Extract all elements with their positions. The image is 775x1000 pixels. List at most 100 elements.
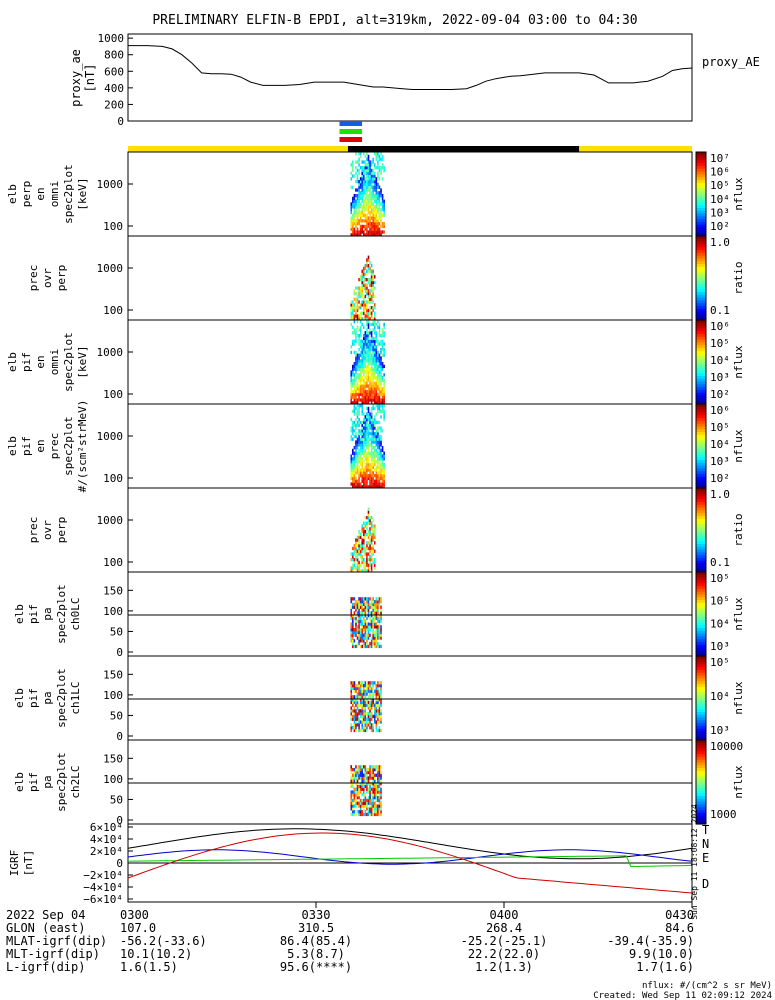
spectrogram-cell (364, 569, 367, 573)
spectrogram-cell (377, 597, 379, 601)
footer-value: 10.1(10.2) (120, 947, 192, 961)
colorbar-step (696, 695, 706, 699)
spectrogram-cell (373, 451, 376, 455)
spectrogram-cell (378, 695, 381, 699)
spectrogram-cell (373, 384, 376, 388)
spectrogram-cell (373, 426, 376, 430)
colorbar-label: nflux (732, 681, 745, 714)
spectrogram-cell (366, 378, 368, 383)
spectrogram-cell (367, 700, 370, 705)
spectrogram-cell (372, 605, 374, 609)
spectrogram-cell (361, 622, 363, 626)
spectrogram-cell (375, 437, 378, 441)
spectrogram-cell (353, 174, 356, 178)
spectrogram-cell (369, 278, 371, 282)
spectrogram-cell (369, 171, 371, 175)
footer-row-label: MLT-igrf(dip) (6, 947, 100, 961)
spectrogram-cell (364, 353, 367, 357)
spectrogram-cell (361, 633, 363, 637)
spectrogram-cell (361, 465, 363, 469)
spectrogram-cell (377, 812, 379, 817)
spectrogram-cell (375, 600, 378, 604)
spectrogram-cell (350, 303, 353, 307)
footer-value: 86.4(85.4) (280, 934, 352, 948)
spectrogram-cell (367, 569, 370, 573)
spectrogram-cell (373, 434, 376, 439)
spectrogram-cell (375, 798, 378, 803)
spectrogram-cell (366, 390, 368, 394)
colorbar-step (696, 334, 706, 338)
spectrogram-cell (375, 196, 378, 201)
spectrogram-cell (372, 714, 374, 719)
spectrogram-cell (366, 216, 368, 220)
spectrogram-cell (352, 695, 354, 699)
spectrogram-cell (375, 768, 378, 772)
spectrogram-cell (355, 558, 357, 562)
spectrogram-cell (356, 196, 359, 201)
spectrogram-cell (358, 460, 360, 464)
spectrogram-cell (359, 474, 362, 478)
spectrogram-cell (375, 224, 378, 229)
spectrogram-cell (350, 227, 353, 231)
spectrogram-cell (366, 311, 368, 315)
spectrogram-cell (378, 798, 381, 803)
spectrogram-cell (352, 395, 354, 399)
spectrogram-cell (370, 283, 373, 287)
spectrogram-cell (372, 392, 374, 397)
colorbar-tick-label: 10³ (710, 640, 730, 653)
panel-ytick-label: 1000 (97, 178, 124, 191)
spectrogram-cell (358, 440, 360, 444)
spectrogram-cell (359, 784, 362, 789)
spectrogram-cell (361, 342, 363, 346)
spectrogram-cell (373, 216, 376, 220)
spectrogram-cell (369, 516, 371, 520)
spectrogram-cell (367, 810, 370, 814)
spectrogram-cell (370, 163, 373, 167)
spectrogram-cell (377, 350, 379, 355)
colorbar-step (696, 359, 706, 363)
spectrogram-cell (364, 423, 367, 427)
spectrogram-cell (355, 208, 357, 212)
spectrogram-cell (366, 700, 368, 705)
spectrogram-cell (367, 370, 370, 374)
spectrogram-cell (363, 412, 365, 416)
spectrogram-cell (381, 392, 384, 397)
spectrogram-cell (378, 462, 381, 467)
spectrogram-cell (350, 219, 353, 223)
spectrogram-cell (363, 317, 365, 321)
spectrogram-cell (380, 359, 382, 363)
colorbar-step (696, 404, 706, 408)
spectrogram-cell (356, 773, 359, 777)
spectrogram-cell (364, 546, 367, 551)
spectrogram-cell (375, 712, 378, 716)
spectrogram-cell (355, 331, 357, 335)
colorbar-step (696, 261, 706, 265)
panel-ylabel: pif (27, 772, 40, 792)
spectrogram-cell (375, 348, 378, 352)
spectrogram-cell (381, 468, 384, 472)
spectrogram-cell (369, 782, 371, 786)
spectrogram-cell (372, 404, 374, 408)
spectrogram-cell (378, 602, 381, 607)
spectrogram-cell (380, 457, 382, 461)
spectrogram-cell (373, 720, 376, 724)
colorbar-step (696, 233, 706, 237)
spectrogram-cell (355, 328, 357, 332)
spectrogram-cell (358, 194, 360, 198)
spectrogram-cell (372, 770, 374, 775)
colorbar-step (696, 740, 706, 744)
spectrogram-cell (356, 457, 359, 461)
spectrogram-cell (373, 208, 376, 212)
spectrogram-cell (366, 398, 368, 402)
spectrogram-cell (364, 622, 367, 626)
spectrogram-cell (356, 611, 359, 615)
spectrogram-cell (352, 390, 354, 394)
spectrogram-cell (367, 163, 370, 167)
spectrogram-cell (355, 222, 357, 226)
spectrogram-cell (369, 633, 371, 637)
spectrogram-cell (383, 230, 385, 234)
spectrogram-cell (361, 303, 363, 307)
panel-frame (127, 571, 693, 657)
colorbar-step (696, 754, 706, 758)
